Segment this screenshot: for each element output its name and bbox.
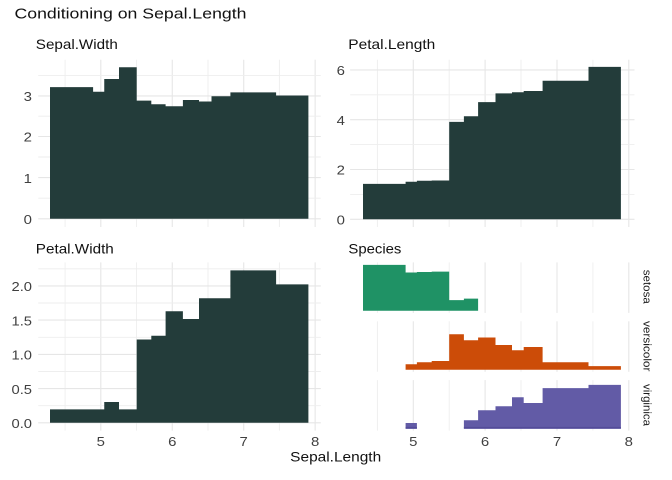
svg-text:2: 2	[337, 163, 345, 178]
svg-text:7: 7	[553, 434, 561, 449]
svg-text:0: 0	[24, 212, 32, 227]
svg-text:virginica: virginica	[640, 384, 652, 427]
svg-text:Petal.Length: Petal.Length	[348, 36, 435, 52]
svg-text:1.0: 1.0	[12, 348, 33, 363]
svg-text:0: 0	[337, 213, 345, 228]
svg-text:7: 7	[240, 434, 248, 449]
svg-text:Conditioning on Sepal.Length: Conditioning on Sepal.Length	[15, 5, 247, 22]
svg-text:Petal.Width: Petal.Width	[36, 241, 114, 257]
svg-text:Species: Species	[348, 241, 401, 257]
svg-text:versicolor: versicolor	[640, 321, 652, 372]
svg-text:0.0: 0.0	[12, 416, 33, 431]
svg-text:0.5: 0.5	[12, 382, 33, 397]
svg-text:6: 6	[337, 63, 345, 78]
svg-text:5: 5	[97, 434, 105, 449]
svg-text:2.0: 2.0	[12, 279, 33, 294]
svg-text:Sepal.Width: Sepal.Width	[36, 36, 118, 52]
svg-text:8: 8	[311, 434, 319, 449]
svg-text:3: 3	[24, 89, 32, 104]
svg-text:Sepal.Length: Sepal.Length	[290, 448, 381, 464]
svg-text:8: 8	[625, 434, 633, 449]
svg-text:6: 6	[168, 434, 176, 449]
svg-text:2: 2	[24, 130, 32, 145]
svg-text:5: 5	[409, 434, 417, 449]
svg-text:1.5: 1.5	[12, 313, 33, 328]
svg-text:1: 1	[24, 171, 32, 186]
svg-text:setosa: setosa	[640, 270, 652, 305]
svg-text:4: 4	[337, 113, 345, 128]
svg-text:6: 6	[481, 434, 489, 449]
